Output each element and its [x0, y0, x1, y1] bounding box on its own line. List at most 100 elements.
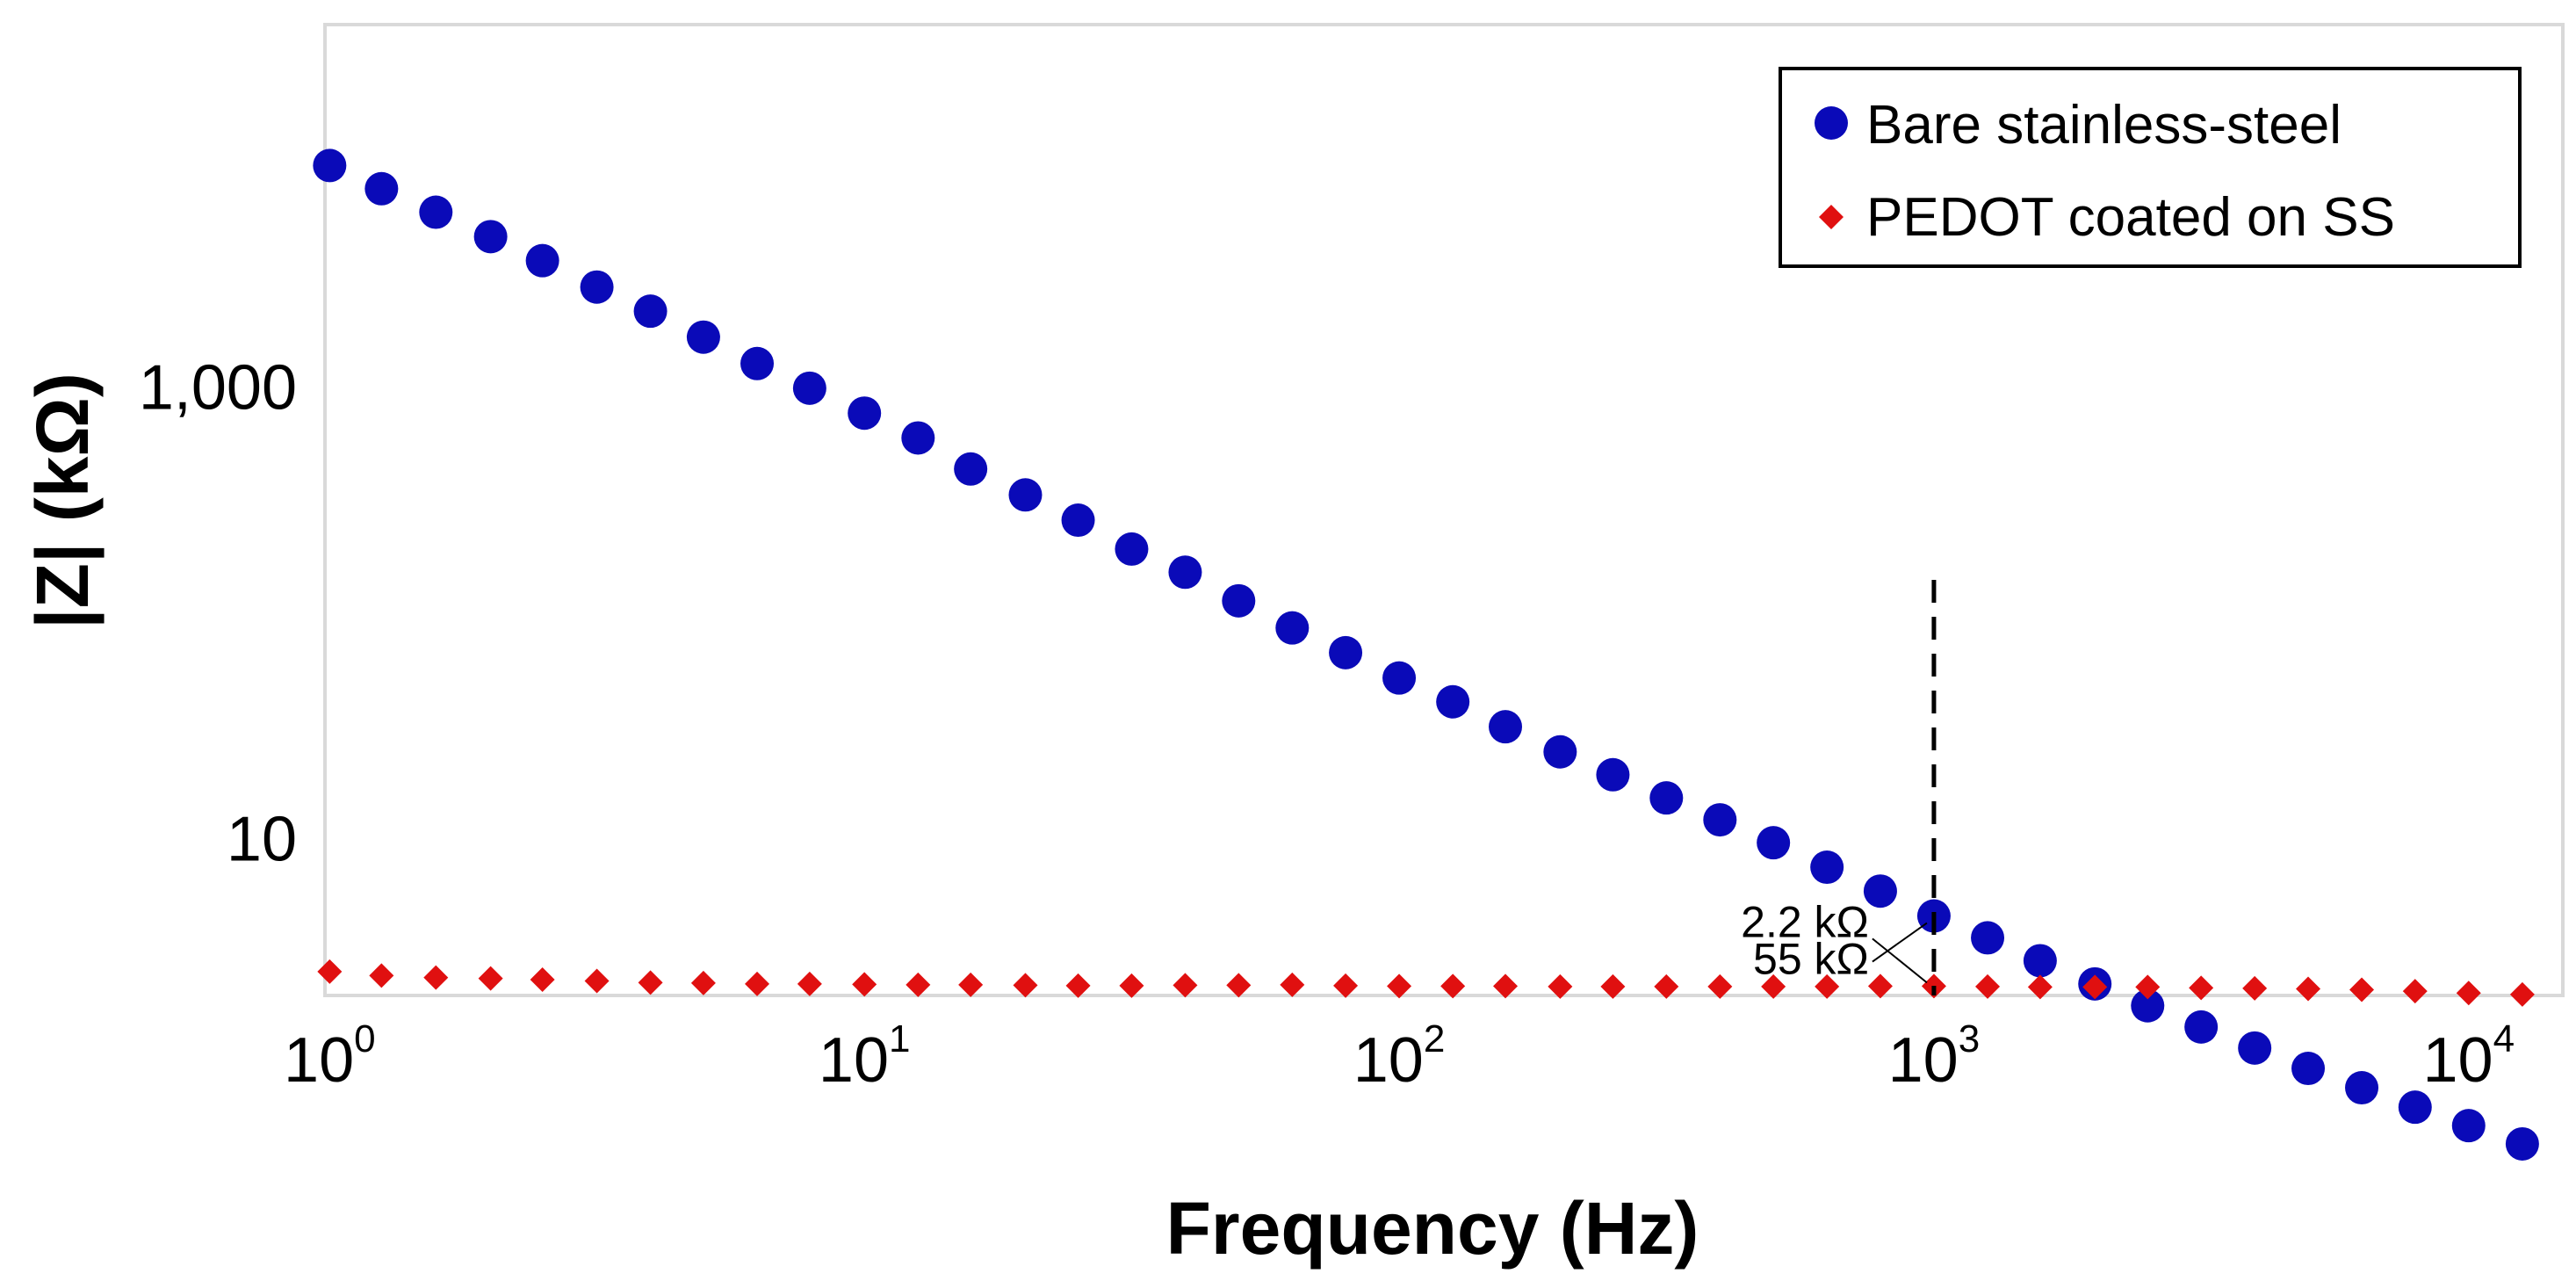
x-tick-base: 10 — [1888, 1025, 1959, 1096]
data-point-pedot — [1493, 973, 1519, 999]
annotations-group: 55 kΩ2.2 kΩ — [1741, 897, 1928, 984]
data-point-bare — [1596, 757, 1630, 792]
data-point-bare — [1649, 781, 1684, 815]
data-point-pedot — [1707, 973, 1733, 999]
legend-label-bare: Bare stainless-steel — [1866, 95, 2341, 156]
data-point-bare — [1436, 684, 1470, 719]
data-point-pedot — [2456, 981, 2481, 1006]
data-point-bare — [1757, 826, 1791, 860]
data-point-pedot — [1654, 973, 1679, 999]
data-point-pedot — [1440, 973, 1466, 999]
data-point-bare — [2291, 1052, 2326, 1086]
data-point-bare — [1703, 803, 1737, 837]
data-point-pedot — [584, 968, 610, 994]
x-tick-base: 10 — [2422, 1025, 2493, 1096]
data-point-bare — [633, 294, 667, 329]
x-tick-exponent: 1 — [889, 1017, 910, 1060]
data-point-bare — [1061, 503, 1095, 538]
x-tick-label: 101 — [819, 1017, 911, 1096]
data-point-bare — [2023, 944, 2057, 978]
data-point-bare — [1329, 635, 1363, 669]
data-point-pedot — [369, 963, 394, 988]
data-point-pedot — [2509, 981, 2535, 1007]
data-point-bare — [1115, 532, 1149, 566]
data-point-pedot — [1280, 972, 1305, 997]
data-point-bare — [473, 220, 508, 254]
y-tick-label: 1,000 — [139, 353, 297, 423]
legend-marker-pedot — [1819, 205, 1844, 229]
annotation-leader — [1872, 922, 1928, 963]
annotation-label: 55 kΩ — [1753, 935, 1869, 984]
data-point-pedot — [638, 970, 663, 995]
y-axis-ticks: 10 1,000 — [139, 353, 297, 875]
data-point-pedot — [1013, 973, 1038, 998]
data-point-pedot — [2189, 975, 2214, 1001]
plot-area-frame — [323, 23, 2565, 997]
data-point-pedot — [1173, 973, 1198, 998]
data-point-bare — [2451, 1109, 2486, 1143]
data-point-pedot — [478, 966, 503, 991]
data-point-pedot — [1226, 973, 1252, 998]
x-tick-exponent: 3 — [1959, 1017, 1980, 1060]
bare-series-group — [313, 148, 2539, 1161]
x-axis-title: Frequency (Hz) — [1166, 1187, 1699, 1270]
data-point-bare — [313, 148, 347, 183]
data-point-bare — [2505, 1126, 2539, 1161]
data-point-pedot — [690, 970, 716, 995]
y-tick-label: 10 — [227, 804, 297, 874]
data-point-bare — [2131, 988, 2165, 1023]
x-tick-label: 104 — [2422, 1017, 2515, 1096]
data-point-bare — [1810, 850, 1844, 885]
data-point-pedot — [530, 967, 555, 993]
legend-marker-bare — [1815, 106, 1848, 140]
data-point-pedot — [2135, 974, 2161, 1000]
data-point-pedot — [1867, 973, 1893, 999]
data-point-pedot — [1333, 973, 1359, 998]
data-point-pedot — [1761, 973, 1786, 999]
data-point-bare — [1971, 921, 2005, 955]
annotation-leader — [1872, 937, 1928, 984]
data-point-pedot — [745, 971, 770, 996]
data-point-bare — [686, 320, 720, 354]
annotation-label: 2.2 kΩ — [1741, 897, 1869, 946]
x-tick-label: 103 — [1888, 1017, 1981, 1096]
data-point-pedot — [1975, 973, 2001, 999]
data-point-pedot — [2027, 974, 2053, 1000]
data-point-bare — [2345, 1071, 2379, 1105]
data-point-bare — [364, 171, 399, 206]
data-point-bare — [954, 452, 988, 486]
legend-box — [1779, 67, 2522, 268]
data-point-bare — [1863, 874, 1897, 908]
data-point-pedot — [2349, 977, 2375, 1002]
data-point-pedot — [317, 959, 343, 984]
data-point-pedot — [2296, 976, 2321, 1002]
data-point-pedot — [1815, 973, 1840, 999]
data-point-bare — [1275, 611, 1310, 645]
data-point-bare — [525, 243, 559, 278]
data-point-bare — [1222, 583, 1256, 618]
x-tick-label: 102 — [1353, 1017, 1446, 1096]
data-point-pedot — [2402, 979, 2428, 1004]
x-tick-exponent: 0 — [354, 1017, 375, 1060]
data-point-bare — [792, 371, 826, 405]
data-point-pedot — [1548, 973, 1573, 999]
data-point-bare — [1168, 555, 1202, 590]
data-point-pedot — [1600, 973, 1626, 999]
data-point-pedot — [423, 965, 449, 990]
data-point-bare — [580, 270, 614, 304]
data-point-bare — [1543, 735, 1577, 769]
data-point-bare — [2238, 1031, 2272, 1065]
x-tick-base: 10 — [284, 1025, 354, 1096]
x-tick-base: 10 — [819, 1025, 889, 1096]
x-tick-base: 10 — [1353, 1025, 1424, 1096]
legend-label-pedot: PEDOT coated on SS — [1866, 187, 2395, 248]
x-tick-exponent: 2 — [1424, 1017, 1445, 1060]
data-point-bare — [1382, 661, 1417, 695]
y-axis-title: |Z| (kΩ) — [21, 373, 105, 629]
data-point-bare — [901, 421, 935, 455]
data-point-pedot — [852, 972, 877, 997]
data-point-bare — [740, 346, 775, 380]
data-point-bare — [848, 396, 882, 431]
data-point-pedot — [1065, 973, 1091, 998]
data-point-bare — [2184, 1010, 2219, 1044]
